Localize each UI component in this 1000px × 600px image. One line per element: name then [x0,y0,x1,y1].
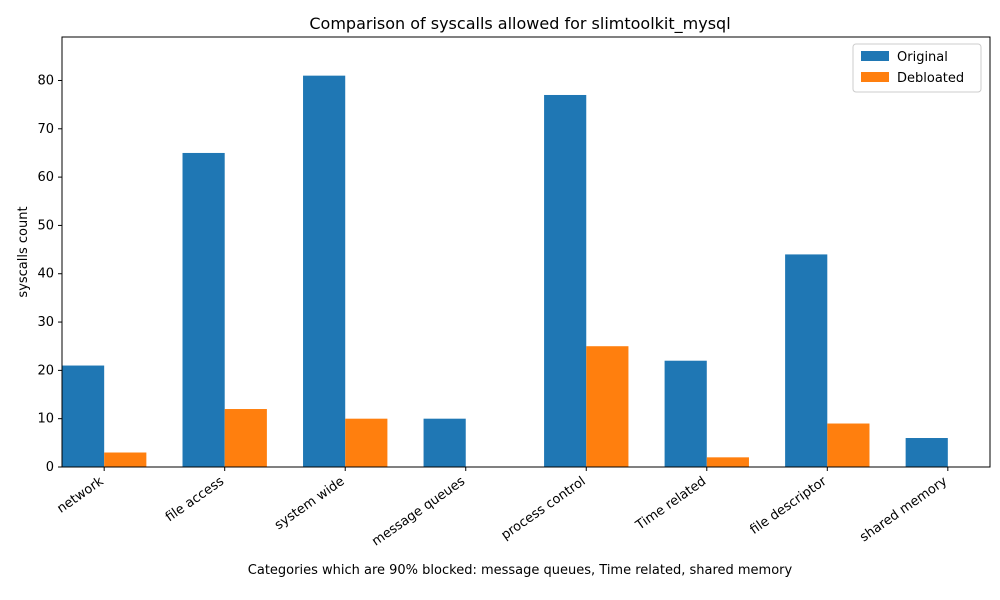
y-tick-label: 40 [37,267,54,282]
y-tick-label: 60 [37,170,54,185]
x-tick-label: file descriptor [747,474,830,538]
bar-debloated-system-wide [345,418,388,467]
x-tick-label: message queues [369,474,468,550]
bar-debloated-process-control [586,346,629,467]
bar-original-message-queues [423,418,466,467]
x-tick-label: system wide [272,474,347,533]
bar-original-process-control [544,94,587,467]
y-tick-label: 30 [37,315,54,330]
y-tick-label: 0 [46,460,54,475]
y-tick-label: 20 [37,363,54,378]
bars-layer [62,75,948,468]
axes-layer: 0 10 20 30 40 50 60 70 80 network file access syste… [37,36,991,550]
legend-swatch-original [861,51,889,61]
plot-frame [61,36,991,468]
bar-debloated-network [104,452,147,467]
bar-debloated-file-descriptor [827,423,870,467]
bar-original-time-related [664,360,707,467]
legend-label-original: Original [897,50,948,65]
x-tick-label: network [55,474,107,517]
bar-original-file-access [182,152,225,467]
x-tick-label: shared memory [857,474,950,545]
bar-original-shared-memory [905,438,948,467]
y-tick-label: 80 [37,73,54,88]
legend: Original Debloated [852,43,982,93]
x-tick-label: file access [163,474,227,525]
x-tick-label: Time related [633,474,710,534]
y-axis-label: syscalls count [16,206,31,297]
y-tick-label: 70 [37,122,54,137]
chart-title: Comparison of syscalls allowed for slimt… [309,14,730,34]
y-tick-label: 50 [37,218,54,233]
legend-swatch-debloated [861,72,889,82]
bar-debloated-time-related [706,457,749,467]
y-tick-label: 10 [37,412,54,427]
bar-original-network [62,365,105,467]
x-axis-label: Categories which are 90% blocked: messag… [248,563,793,578]
bar-original-file-descriptor [785,254,828,467]
x-tick-label: process control [499,474,589,543]
legend-label-debloated: Debloated [897,71,964,86]
bar-debloated-file-access [224,409,267,467]
bar-original-system-wide [303,75,346,468]
